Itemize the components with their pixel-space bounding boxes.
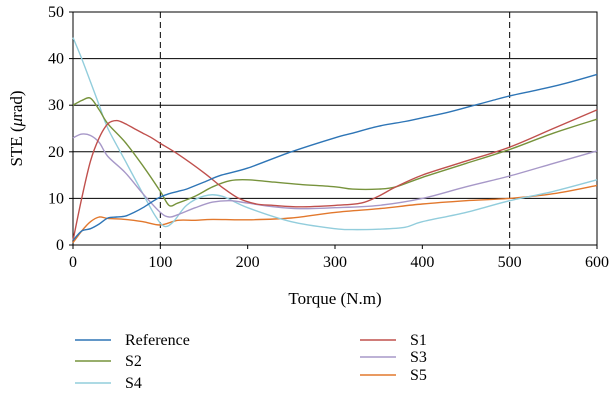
x-tick-label: 400 xyxy=(410,254,434,271)
legend-item-s5: S5 xyxy=(360,367,427,384)
legend-label: S1 xyxy=(410,332,427,349)
x-tick-label: 200 xyxy=(236,254,260,271)
y-axis-label-suffix: rad) xyxy=(7,90,26,117)
legend-label: S5 xyxy=(410,367,427,384)
y-tick-label: 10 xyxy=(48,190,64,207)
series-line-reference xyxy=(72,73,598,241)
x-tick-label: 300 xyxy=(323,254,347,271)
y-axis-label: STE (μrad) xyxy=(7,90,26,166)
y-tick-label: 50 xyxy=(48,4,64,21)
series-line-s3 xyxy=(72,133,598,218)
y-axis-label-mu: μ xyxy=(7,118,26,128)
x-axis-ticks: 0 100 200 300 400 500 600 xyxy=(69,245,609,271)
x-axis-label: Torque (N.m) xyxy=(288,289,381,308)
legend-item-s4: S4 xyxy=(75,375,142,392)
legend-label: S3 xyxy=(410,349,427,366)
legend-item-s3: S3 xyxy=(360,349,427,366)
y-tick-label: 20 xyxy=(48,144,64,161)
legend: Reference S1 S2 S3 S4 S5 xyxy=(75,332,427,392)
x-tick-label: 500 xyxy=(498,254,522,271)
y-tick-label: 30 xyxy=(48,97,64,114)
y-tick-label: 40 xyxy=(48,51,64,68)
x-tick-label: 600 xyxy=(585,254,609,271)
series-line-s5 xyxy=(72,184,598,244)
legend-item-s1: S1 xyxy=(360,332,427,349)
y-axis-ticks: 0 10 20 30 40 50 xyxy=(48,4,73,254)
dashed-reference-lines xyxy=(159,12,511,245)
series-line-s1 xyxy=(72,109,598,241)
x-tick-label: 100 xyxy=(148,254,172,271)
series-lines xyxy=(72,37,598,244)
plot-area xyxy=(72,11,598,246)
legend-item-reference: Reference xyxy=(75,332,190,349)
y-tick-label: 0 xyxy=(56,237,64,254)
legend-item-s2: S2 xyxy=(75,353,142,370)
series-line-s4 xyxy=(72,37,598,231)
legend-label: S4 xyxy=(125,375,142,392)
x-tick-label: 0 xyxy=(69,254,77,271)
legend-label: Reference xyxy=(125,332,190,349)
gridlines xyxy=(73,11,597,199)
y-axis-label-prefix: STE ( xyxy=(7,126,26,166)
legend-label: S2 xyxy=(125,353,142,370)
